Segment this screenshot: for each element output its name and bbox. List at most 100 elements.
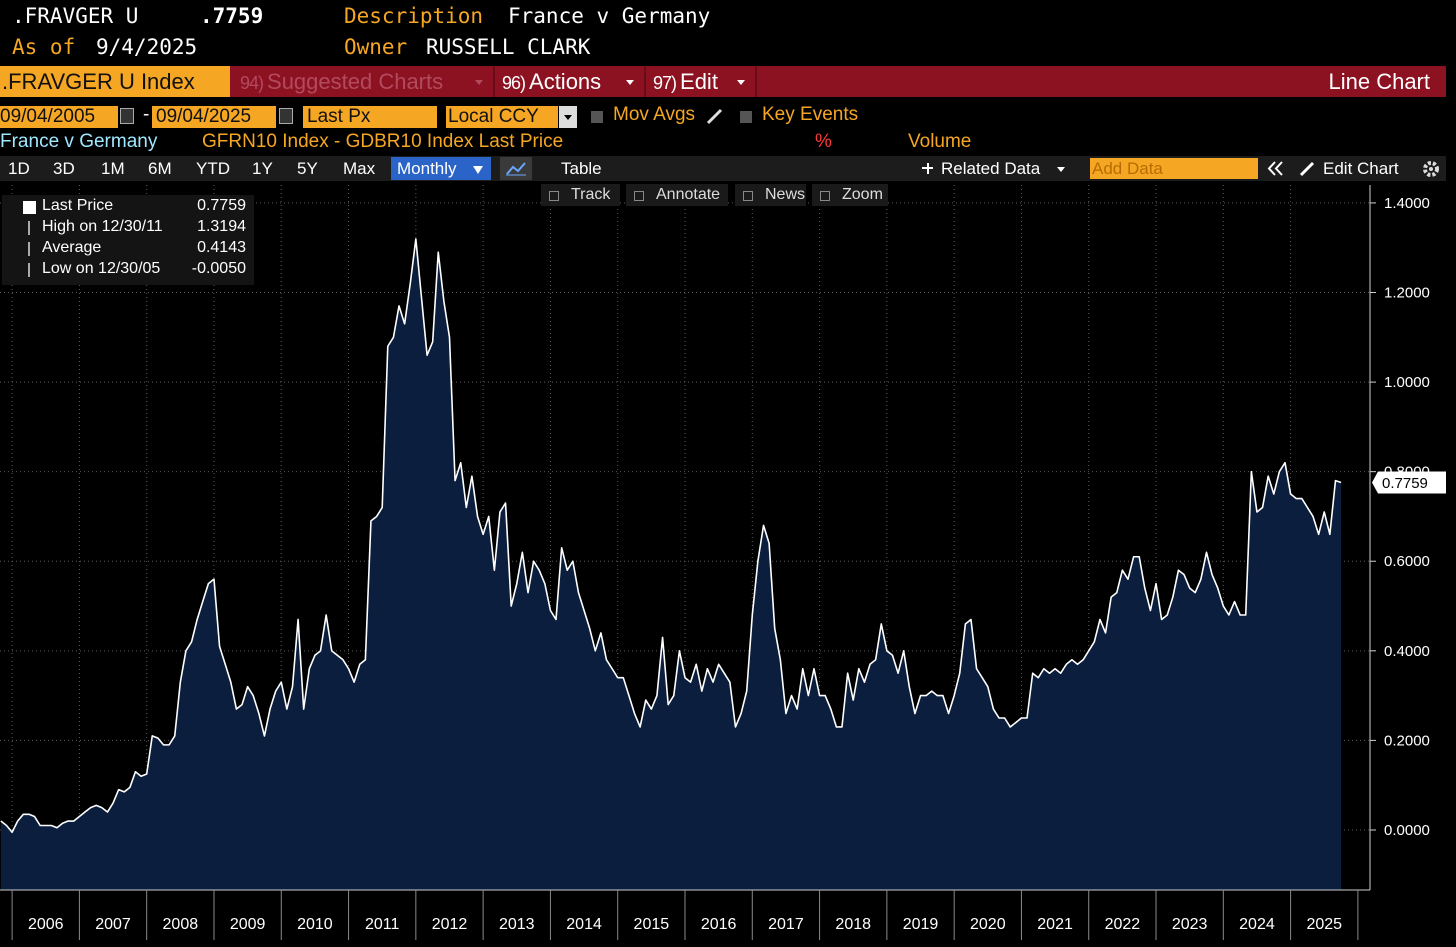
tool-label: Track [571,186,611,203]
menu-item[interactable]: 94) Suggested Charts [240,66,495,97]
chart-title: France v Germany [0,131,158,152]
range-button[interactable]: Max [343,159,376,178]
as-of-label: As of [12,35,76,59]
frequency-label: Monthly [397,159,457,178]
x-tick-label: 2020 [970,916,1006,933]
menu-number: 94) [240,73,264,93]
dropdown-button[interactable] [559,106,577,128]
stat-value: 0.7759 [197,197,246,214]
range-button[interactable]: 1D [8,159,30,178]
menu-number: 97) [653,73,677,93]
security-button[interactable]: .FRAVGER U Index [0,66,230,97]
currency-select[interactable]: Local CCY [446,106,558,128]
menu-label: Actions [529,69,602,94]
owner-label: Owner [344,35,408,59]
dropdown-arrow [626,80,634,85]
as-of-date: 9/4/2025 [96,35,198,59]
end-date[interactable]: 09/04/2025 [152,106,276,128]
volume-label: Volume [908,131,972,152]
stat-label: High on 12/30/11 [42,218,163,235]
settings-icon[interactable] [1421,159,1441,179]
option-label[interactable]: Mov Avgs [613,104,696,125]
calendar-icon[interactable] [279,108,293,124]
menu-bar: .FRAVGER U Index Line Chart 94) Suggested… [0,66,1446,97]
x-tick-label: 2006 [28,916,64,933]
x-tick-label: 2015 [634,916,670,933]
x-tick-label: 2014 [566,916,602,933]
range-button[interactable]: 5Y [297,159,318,178]
stat-icon [28,242,30,256]
x-tick-label: 2011 [365,916,400,933]
stat-icon [28,221,30,235]
price: .7759 [200,4,264,28]
description: France v Germany [508,4,711,28]
x-tick-label: 2013 [499,916,535,933]
line [0,238,1342,834]
stat-label: Average [42,239,102,256]
x-tick-label: 2012 [432,916,468,933]
tool-label: Zoom [842,186,883,203]
range-button[interactable]: 6M [148,159,172,178]
y-tick-label: 0.6000 [1384,553,1430,570]
field-select[interactable]: Last Px [303,106,437,128]
x-tick-label: 2019 [903,916,939,933]
range-button[interactable]: YTD [196,159,230,178]
unit-label: % [815,131,832,152]
tool-button[interactable]: News [735,184,806,206]
dropdown-arrow [1057,167,1065,172]
collapse-icon[interactable] [1266,160,1286,177]
owner: RUSSELL CLARK [426,35,591,59]
tool-button[interactable]: Zoom [812,184,888,206]
x-tick-label: 2010 [297,916,333,933]
dropdown-arrow [475,80,483,85]
description-label: Description [344,4,484,28]
ticker: .FRAVGER U [12,4,139,28]
range-button[interactable]: 1Y [252,159,273,178]
view-label: Line Chart [1328,69,1430,94]
tool-icon [549,191,559,201]
legend-box [2,195,254,285]
chart-type-button[interactable] [500,157,532,180]
x-tick-label: 2008 [163,916,199,933]
checkbox[interactable] [740,111,752,123]
last-price-label: 0.7759 [1382,475,1428,492]
toolbar: Monthly Table Related Data Add Data Edit… [0,156,1446,181]
edit-chart-button[interactable]: Edit Chart [1323,159,1399,178]
stat-value: -0.0050 [191,260,246,277]
tool-icon [743,191,753,201]
tool-label: Annotate [656,186,721,203]
chart-subtitle: GFRN10 Index - GDBR10 Index Last Price [202,131,564,152]
calendar-icon[interactable] [120,108,134,124]
menu-label: Suggested Charts [267,69,444,94]
x-tick-label: 2021 [1037,916,1073,933]
add-data-input[interactable]: Add Data [1090,158,1258,179]
y-tick-label: 0.4000 [1384,643,1430,660]
tool-button[interactable]: Track [541,184,620,206]
tool-icon [820,191,830,201]
start-date[interactable]: 09/04/2005 [0,106,118,128]
option-label[interactable]: Key Events [762,104,859,125]
checkbox[interactable] [591,111,603,123]
x-tick-label: 2007 [95,916,131,933]
y-tick-label: 1.0000 [1384,374,1430,391]
plus-icon [926,162,929,174]
range-button[interactable]: 3D [53,159,75,178]
area [0,239,1342,890]
pencil-icon [1299,161,1315,177]
menu-number: 96) [502,73,526,93]
menu-label: Edit [680,69,718,94]
table-button[interactable]: Table [561,159,602,178]
y-tick-label: 1.2000 [1384,284,1430,301]
tool-button[interactable]: Annotate [626,184,728,206]
y-tick-label: 1.4000 [1384,195,1430,212]
frequency-button[interactable]: Monthly [391,157,491,180]
pencil-icon [706,108,723,125]
menu-item[interactable]: 96) Actions [502,66,646,97]
range-button[interactable]: 1M [101,159,125,178]
related-data-button[interactable]: Related Data [941,159,1041,178]
menu-item[interactable]: 97) Edit [653,66,757,97]
x-tick-label: 2016 [701,916,737,933]
x-tick-label: 2018 [835,916,871,933]
